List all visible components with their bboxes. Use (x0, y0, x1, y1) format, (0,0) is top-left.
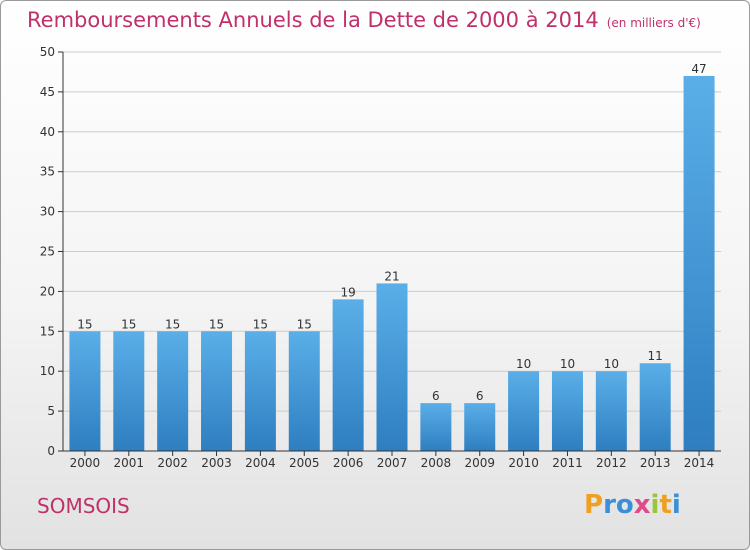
y-tick-label: 15 (40, 324, 55, 338)
chart-title-text: Remboursements Annuels de la Dette de 20… (27, 8, 599, 32)
chart-unit: (en milliers d'€) (606, 16, 701, 30)
y-tick-label: 5 (47, 404, 55, 418)
y-tick-label: 0 (47, 444, 55, 458)
x-tick-label: 2014 (684, 456, 715, 470)
bar (244, 331, 276, 451)
logo-letter: o (615, 490, 634, 520)
logo-letter: i (671, 490, 681, 520)
y-tick-label: 45 (40, 85, 55, 99)
y-tick-label: 25 (40, 245, 55, 259)
bar (157, 331, 189, 451)
data-label: 10 (604, 357, 619, 371)
x-tick-label: 2001 (114, 456, 145, 470)
data-label: 15 (209, 317, 224, 331)
data-label: 15 (297, 317, 312, 331)
x-tick-label: 2002 (157, 456, 188, 470)
x-tick-label: 2010 (508, 456, 539, 470)
bar (508, 371, 540, 451)
data-label: 15 (77, 317, 92, 331)
chart-title: Remboursements Annuels de la Dette de 20… (27, 8, 701, 32)
bar (332, 299, 364, 451)
data-label: 6 (432, 389, 440, 403)
y-tick-label: 40 (40, 125, 55, 139)
data-label: 11 (648, 349, 663, 363)
x-tick-label: 2009 (464, 456, 495, 470)
data-label: 10 (560, 357, 575, 371)
y-tick-label: 20 (40, 284, 55, 298)
x-tick-label: 2011 (552, 456, 583, 470)
labels: 0 5 10 15 20 25 30 35 40 45 50 2000 15 2001 15 2002 15 20… (40, 45, 715, 470)
y-tick-label: 10 (40, 364, 55, 378)
x-tick-label: 2000 (70, 456, 101, 470)
x-tick-label: 2004 (245, 456, 276, 470)
data-label: 15 (121, 317, 136, 331)
data-label: 47 (691, 62, 706, 76)
data-label: 15 (165, 317, 180, 331)
y-tick-label: 50 (40, 45, 55, 59)
bars (69, 75, 715, 451)
bar (69, 331, 101, 451)
x-tick-label: 2007 (377, 456, 408, 470)
data-label: 21 (384, 269, 399, 283)
data-label: 19 (340, 285, 355, 299)
location-name: SOMSOIS (37, 494, 130, 518)
bar (113, 331, 145, 451)
bar (376, 283, 408, 451)
x-tick-label: 2003 (201, 456, 232, 470)
data-label: 15 (253, 317, 268, 331)
bar (201, 331, 233, 451)
bar (683, 75, 715, 451)
x-tick-label: 2013 (640, 456, 671, 470)
bar (551, 371, 583, 451)
logo-letter: x (633, 490, 651, 520)
logo-letter: i (650, 490, 660, 520)
y-tick-label: 30 (40, 205, 55, 219)
bar (595, 371, 627, 451)
proxiti-logo: Proxiti (584, 490, 681, 520)
logo-letter: t (659, 490, 672, 520)
y-tick-label: 35 (40, 165, 55, 179)
x-tick-label: 2006 (333, 456, 364, 470)
axes (58, 51, 721, 456)
bar (288, 331, 320, 451)
x-tick-label: 2012 (596, 456, 627, 470)
x-tick-label: 2008 (421, 456, 452, 470)
x-tick-label: 2005 (289, 456, 320, 470)
bar (639, 363, 671, 451)
logo-letter: P (584, 490, 604, 520)
bar (464, 403, 496, 451)
data-label: 6 (476, 389, 484, 403)
bar (420, 403, 452, 451)
data-label: 10 (516, 357, 531, 371)
logo-letter: r (603, 490, 616, 520)
